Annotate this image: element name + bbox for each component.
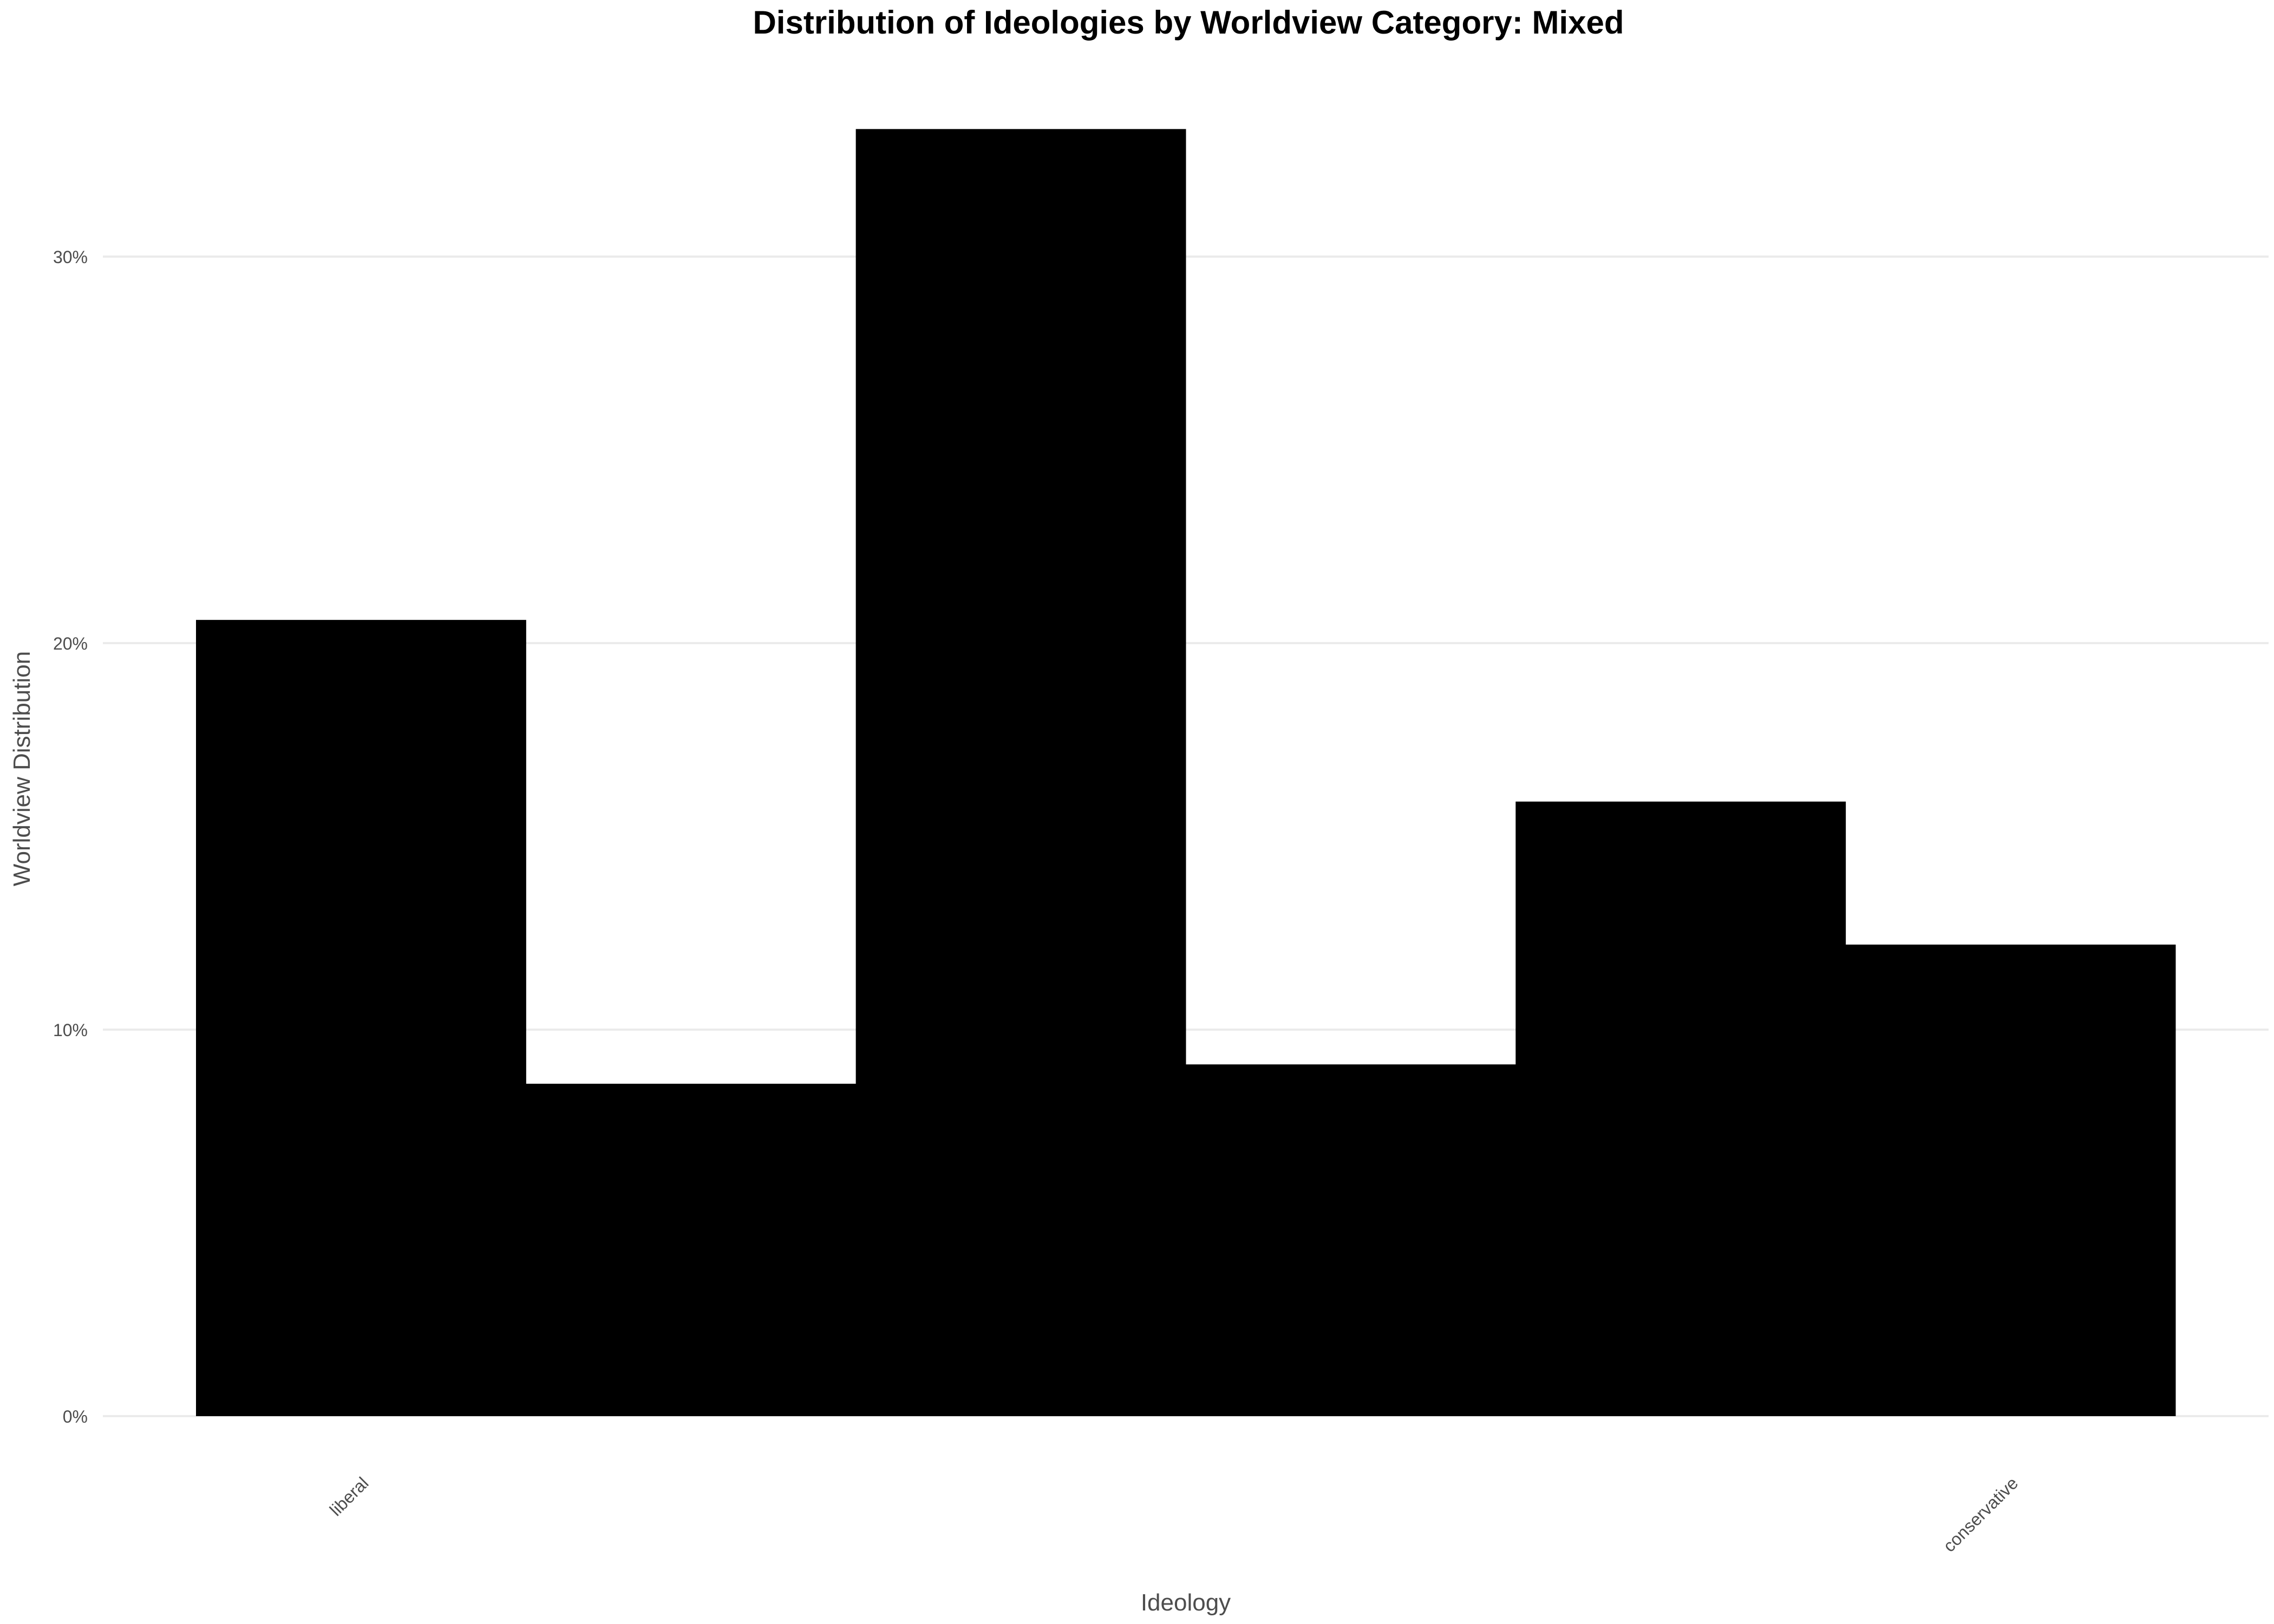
bars [196, 129, 2176, 1417]
y-axis-title: Worldview Distribution [9, 651, 35, 886]
y-tick-label-2: 20% [53, 634, 88, 653]
x-tick-label-0: liberal [326, 1473, 373, 1520]
bar-2 [526, 1083, 857, 1416]
y-tick-label-1: 10% [53, 1020, 88, 1040]
bar-5 [1515, 801, 1846, 1416]
y-tick-label-0: 0% [63, 1407, 88, 1426]
y-axis-ticks: 0% 10% 20% 30% [53, 247, 88, 1426]
bar-1 [196, 620, 526, 1416]
y-tick-label-3: 30% [53, 247, 88, 267]
chart-title: Distribution of Ideologies by Worldview … [753, 4, 1624, 41]
bar-3 [855, 129, 1186, 1417]
x-axis-ticks: liberal conservative [326, 1473, 2022, 1555]
x-tick-label-1: conservative [1939, 1473, 2022, 1555]
bar-6 [1845, 944, 2176, 1416]
bar-4 [1186, 1064, 1516, 1416]
x-axis-title: Ideology [1141, 1589, 1231, 1616]
